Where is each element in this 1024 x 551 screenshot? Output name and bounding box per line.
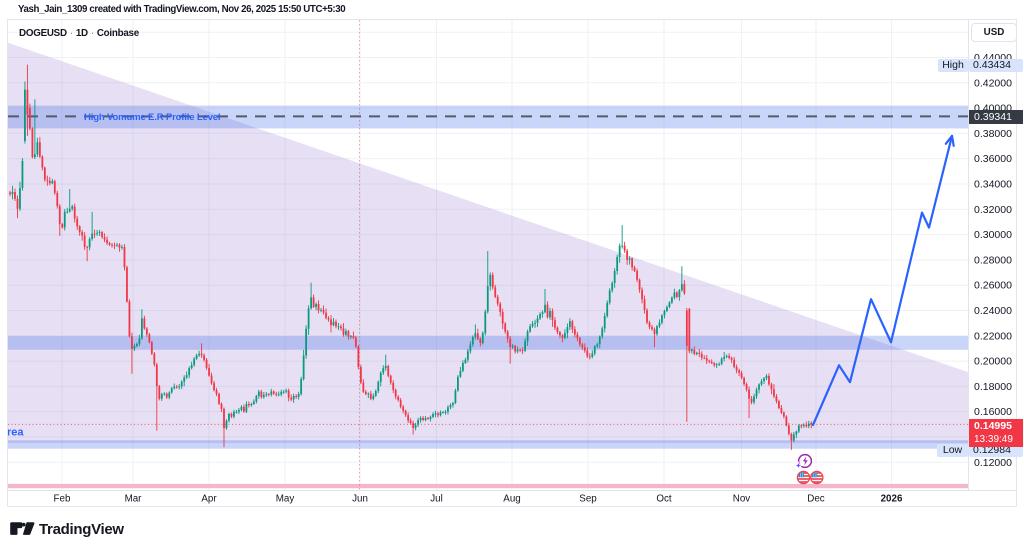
price-tick-label: 0.20000 — [974, 356, 1012, 368]
price-tick-label: 0.32000 — [974, 204, 1012, 216]
us-flag-event-icon-0[interactable] — [796, 470, 811, 485]
volume-profile-level-label[interactable]: High Vomume E.R Profile Level — [84, 112, 221, 123]
descending-wedge-drawing[interactable] — [8, 42, 968, 444]
time-tick-label: 2026 — [881, 494, 903, 505]
currency-button[interactable]: USD — [971, 23, 1017, 42]
time-tick-label: Apr — [201, 494, 217, 505]
last-price-value: 0.14995 — [974, 419, 1012, 432]
price-tick-label: 0.22000 — [974, 330, 1012, 342]
area-drawing-label[interactable]: rea — [8, 427, 24, 439]
attribution-text: Yash_Jain_1309 created with TradingView.… — [18, 4, 346, 15]
time-tick-label: Feb — [54, 494, 71, 505]
last-price-label: 0.14995 13:39:49 — [969, 418, 1023, 447]
support-resistance-band-2[interactable] — [8, 440, 968, 449]
price-tick-label: 0.12000 — [974, 457, 1012, 469]
pink-support-zone[interactable] — [8, 483, 968, 489]
time-tick-label: Nov — [733, 494, 751, 505]
chart-widget: High Vomume E.R Profile Level rea 0.44000 0… — [7, 19, 1023, 507]
time-tick-label: Jun — [352, 494, 368, 505]
tradingview-logo[interactable]: TradingView — [10, 518, 124, 540]
high-value-label: 0.43434 — [969, 59, 1023, 73]
time-axis[interactable]: Feb Mar Apr May Jun Jul Aug Sep Oct Nov Dec 2026 — [54, 494, 903, 505]
price-tick-label: 0.36000 — [974, 153, 1012, 165]
symbol-legend[interactable]: DOGEUSD · 1D · Coinbase — [19, 28, 139, 39]
time-tick-label: Aug — [503, 494, 520, 505]
legend-separator: · — [90, 28, 94, 39]
price-tick-label: 0.18000 — [974, 381, 1012, 393]
support-resistance-band-1[interactable] — [8, 336, 968, 350]
time-tick-label: Oct — [656, 494, 672, 505]
price-tick-label: 0.28000 — [974, 254, 1012, 266]
price-chart-canvas[interactable]: High Vomume E.R Profile Levelrea0.440000… — [8, 20, 1016, 506]
high-tag: High — [938, 59, 968, 73]
legend-separator: · — [69, 28, 73, 39]
price-tick-label: 0.42000 — [974, 77, 1012, 89]
countdown-timer: 13:39:49 — [974, 433, 1013, 445]
time-tick-label: Dec — [807, 494, 825, 505]
tradingview-logo-icon — [10, 522, 35, 535]
price-tick-label: 0.38000 — [974, 128, 1012, 140]
level-price-label: 0.39341 — [969, 110, 1023, 125]
low-value-label: 0.12984 — [969, 444, 1023, 458]
price-tick-label: 0.34000 — [974, 179, 1012, 191]
time-tick-label: Mar — [125, 494, 143, 505]
price-axis[interactable]: 0.440000.420000.400000.380000.360000.340… — [974, 52, 1012, 469]
tradingview-logo-text: TradingView — [39, 520, 124, 538]
lightning-event-icon[interactable] — [794, 453, 813, 470]
price-tick-label: 0.26000 — [974, 280, 1012, 292]
low-tag: Low — [937, 444, 968, 458]
projection-arrow-head — [944, 134, 955, 147]
legend-interval[interactable]: 1D — [75, 28, 88, 39]
price-tick-label: 0.30000 — [974, 229, 1012, 241]
price-tick-label: 0.16000 — [974, 406, 1012, 418]
price-tick-label: 0.24000 — [974, 305, 1012, 317]
projection-arrow-line[interactable] — [811, 134, 954, 427]
time-tick-label: Jul — [430, 494, 443, 505]
legend-exchange[interactable]: Coinbase — [96, 28, 139, 39]
time-tick-label: Sep — [579, 494, 597, 505]
time-tick-label: May — [276, 494, 295, 505]
us-flag-event-icon-1[interactable] — [810, 470, 824, 485]
legend-symbol[interactable]: DOGEUSD — [19, 28, 67, 39]
